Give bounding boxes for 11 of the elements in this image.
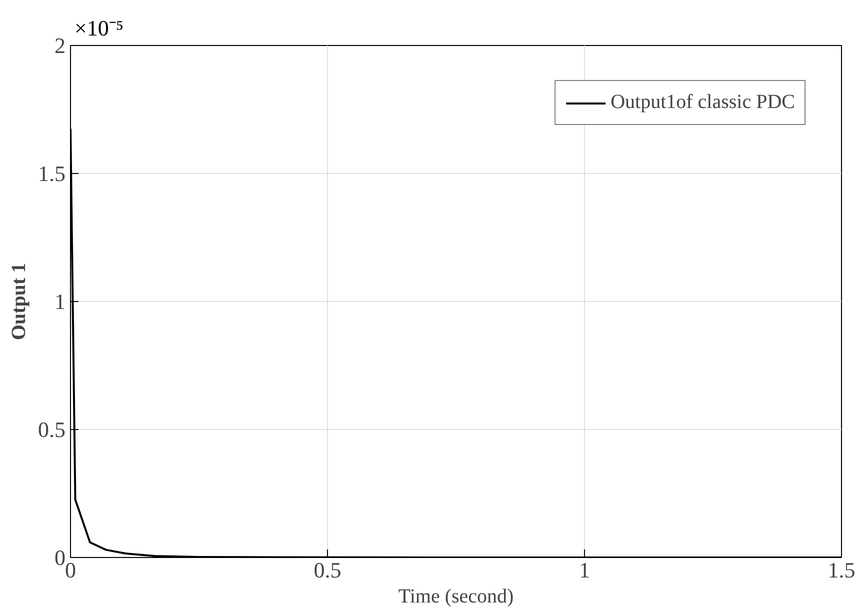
x-axis-title: Time (second)	[398, 586, 514, 608]
x-tick-label: 1	[579, 558, 590, 582]
y-axis-title: Output 1	[8, 262, 30, 340]
y-tick-label: 1	[54, 289, 66, 314]
y-tick-label: 1.5	[38, 161, 66, 186]
y-tick-label: 0.5	[38, 417, 66, 442]
legend-label: Output1of classic PDC	[610, 91, 795, 114]
x-tick-label: 0.5	[314, 558, 342, 582]
y-tick-label: 2	[54, 33, 66, 58]
text: ×10⁻⁵	[74, 16, 124, 40]
x-tick-label: 1.5	[828, 558, 856, 582]
